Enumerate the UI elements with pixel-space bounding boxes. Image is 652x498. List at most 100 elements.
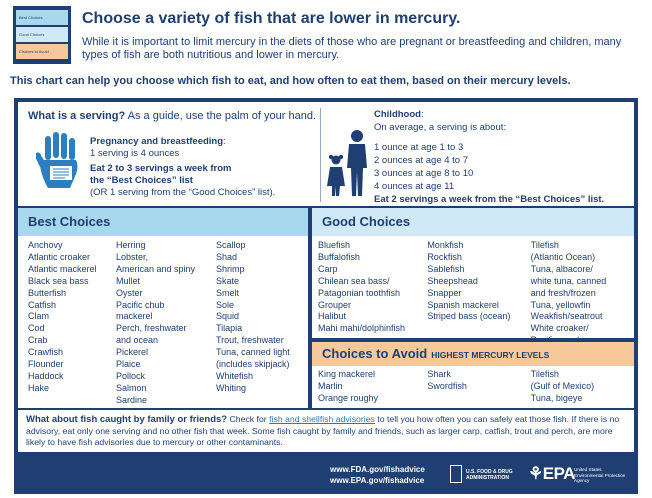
footer-urls: www.FDA.gov/fishadvice www.EPA.gov/fisha… bbox=[330, 464, 425, 486]
fish-item: Shrimp bbox=[216, 263, 245, 274]
fish-item: Grouper bbox=[318, 299, 352, 310]
fish-item: Atlantic croaker bbox=[28, 251, 91, 262]
good-choices-heading: Good Choices bbox=[312, 208, 634, 236]
legend-avoid: Choices to Avoid bbox=[16, 44, 68, 59]
page-title: Choose a variety of fish that are lower … bbox=[82, 10, 461, 27]
footer: www.FDA.gov/fishadvice www.EPA.gov/fisha… bbox=[14, 458, 638, 494]
fish-item: Whiting bbox=[216, 382, 247, 393]
fish-item: Carp bbox=[318, 263, 338, 274]
fish-item: Mullet bbox=[116, 275, 141, 286]
fish-item: Anchovy bbox=[28, 240, 63, 250]
best-choices-panel: Best Choices Anchovy Atlantic croaker Atla… bbox=[18, 208, 308, 408]
child-age-4: 4 ounces at age 11 bbox=[374, 181, 455, 192]
fish-item: Pacific chub bbox=[116, 299, 165, 310]
fish-item: Tilapia bbox=[216, 323, 243, 334]
fish-chart: What is a serving? As a guide, use the p… bbox=[14, 98, 638, 458]
fish-item: Patagonian toothfish bbox=[318, 287, 401, 298]
child-age-3: 3 ounces at age 8 to 10 bbox=[374, 168, 474, 179]
epa-url[interactable]: www.EPA.gov/fishadvice bbox=[330, 476, 425, 485]
serving-panel: What is a serving? As a guide, use the p… bbox=[18, 102, 634, 206]
fish-item: Plaice bbox=[116, 359, 141, 370]
fish-item: White croaker/ bbox=[530, 323, 589, 334]
fish-item: Pickerel bbox=[116, 347, 149, 358]
fish-item: Herring bbox=[116, 240, 146, 250]
fish-item: Sardine bbox=[116, 394, 148, 405]
avoid-col-2: Shark Swordfish bbox=[427, 369, 530, 405]
serving-divider bbox=[320, 108, 321, 202]
good-col-1: Bluefish Buffalofish Carp Chilean sea bass/… bbox=[318, 240, 427, 347]
fish-item: Catfish bbox=[28, 299, 57, 310]
fish-item: Tilefish bbox=[530, 240, 559, 250]
fish-item: Crawfish bbox=[28, 347, 64, 358]
fish-item: Weakfish/seatrout bbox=[530, 311, 603, 322]
fish-item: Orange roughy bbox=[318, 392, 379, 403]
avoid-heading: Choices to Avoid HIGHEST MERCURY LEVELS bbox=[312, 342, 634, 366]
fish-item: Tuna, yellowfin bbox=[530, 299, 591, 310]
fish-item: Black sea bass bbox=[28, 275, 89, 286]
childhood-text: Childhood: On average, a serving is abou… bbox=[374, 108, 634, 206]
fish-item: (Atlantic Ocean) bbox=[530, 251, 596, 262]
fish-item: Tuna, bigeye bbox=[530, 392, 583, 403]
fda-logo: U.S. FOOD & DRUG ADMINISTRATION bbox=[450, 465, 520, 487]
fish-item: Rockfish bbox=[427, 251, 462, 262]
fish-item: Scallop bbox=[216, 240, 246, 250]
fish-item: Tuna, albacore/ bbox=[530, 263, 593, 274]
best-choices-heading: Best Choices bbox=[18, 208, 308, 236]
good-col-3: Tilefish (Atlantic Ocean) Tuna, albacore/w… bbox=[531, 240, 634, 347]
legend-good: Good Choices bbox=[16, 27, 68, 42]
fish-item: Smelt bbox=[216, 287, 240, 298]
fish-item: Bluefish bbox=[318, 240, 351, 250]
fish-item: Sheepshead bbox=[427, 275, 478, 286]
family-caught-note: What about fish caught by family or frie… bbox=[18, 410, 634, 452]
fda-url[interactable]: www.FDA.gov/fishadvice bbox=[330, 465, 425, 474]
avoid-col-3: Tilefish (Gulf of Mexico) Tuna, bigeye bbox=[531, 369, 634, 405]
fish-item: Whitefish bbox=[216, 370, 254, 381]
child-age-2: 2 ounces at age 4 to 7 bbox=[374, 155, 469, 166]
fish-item: Shark bbox=[427, 369, 451, 379]
fish-item: Spanish mackerel bbox=[427, 299, 499, 310]
fish-item: Chilean sea bass/ bbox=[318, 275, 390, 286]
fish-item: Tuna, canned light bbox=[216, 347, 290, 358]
good-choices-panel: Good Choices Bluefish Buffalofish Carp Chil… bbox=[312, 208, 634, 345]
fish-item: Perch, freshwater bbox=[116, 323, 187, 334]
legend-best: Best Choices bbox=[16, 10, 68, 25]
advisories-link[interactable]: fish and shellfish advisories bbox=[269, 414, 375, 424]
best-col-2: Herring Lobster, American and spiny Mullet O… bbox=[116, 240, 216, 407]
fish-item: Hake bbox=[28, 382, 50, 393]
pregnancy-text: Pregnancy and breastfeeding: 1 serving i… bbox=[90, 136, 276, 198]
fish-item: Mahi mahi/dolphinfish bbox=[318, 323, 406, 334]
fish-item: Sole bbox=[216, 299, 235, 310]
fish-item: white tuna, canned bbox=[530, 275, 607, 286]
child-age-1: 1 ounce at age 1 to 3 bbox=[374, 142, 464, 153]
fish-item: Cod bbox=[28, 323, 45, 334]
fish-item: and ocean bbox=[116, 335, 159, 346]
fish-item: Pollock bbox=[116, 370, 146, 381]
fish-item: American and spiny bbox=[116, 263, 196, 274]
fish-item: Tilefish bbox=[530, 369, 559, 379]
hand-icon bbox=[36, 132, 78, 188]
fish-item: Swordfish bbox=[427, 380, 467, 391]
serving-title: What is a serving? As a guide, use the p… bbox=[28, 110, 316, 122]
best-col-3: Scallop Shad Shrimp Skate Smelt Sole Squid Tila… bbox=[216, 240, 306, 407]
fish-item: Snapper bbox=[427, 287, 462, 298]
fish-item: Sablefish bbox=[427, 263, 465, 274]
fish-item: Squid bbox=[216, 311, 240, 322]
fish-item: mackerel bbox=[116, 311, 153, 322]
fish-item: Oyster bbox=[116, 287, 143, 298]
fish-item: Clam bbox=[28, 311, 50, 322]
fish-item: Buffalofish bbox=[318, 251, 360, 262]
best-col-1: Anchovy Atlantic croaker Atlantic mackerel… bbox=[28, 240, 116, 407]
good-col-2: Monkfish Rockfish Sablefish Sheepshead Snapp… bbox=[427, 240, 530, 347]
fish-item: (Gulf of Mexico) bbox=[530, 380, 595, 391]
fish-item: King mackerel bbox=[318, 369, 376, 379]
fish-item: Crab bbox=[28, 335, 48, 346]
fish-item: Atlantic mackerel bbox=[28, 263, 97, 274]
fish-item: (includes skipjack) bbox=[216, 359, 290, 370]
fish-item: Marlin bbox=[318, 380, 343, 391]
fish-item: Butterfish bbox=[28, 287, 67, 298]
fish-item: and fresh/frozen bbox=[530, 287, 596, 298]
fish-item: Striped bass (ocean) bbox=[427, 311, 511, 322]
legend-icon: Best Choices Good Choices Choices to Avo… bbox=[13, 6, 71, 64]
children-icon bbox=[327, 130, 367, 196]
fish-item: Trout, freshwater bbox=[216, 335, 284, 346]
